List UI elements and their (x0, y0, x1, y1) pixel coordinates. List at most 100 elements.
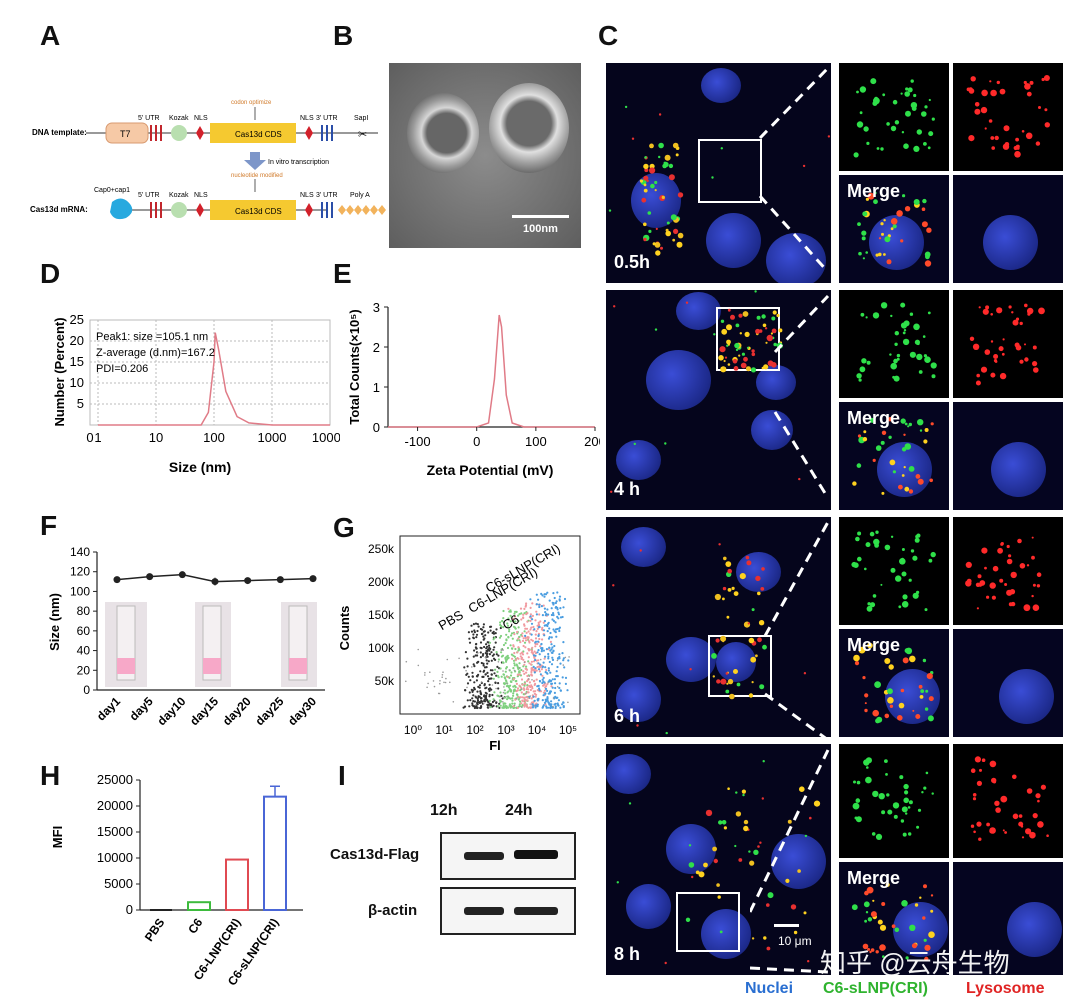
punctum (924, 105, 928, 109)
punctum (751, 681, 754, 684)
punctum (916, 341, 920, 346)
x-tick-label: 10² (466, 723, 483, 737)
punctum (978, 837, 982, 841)
scatter-point (499, 626, 502, 630)
scatter-point (534, 690, 537, 693)
scatter-point (511, 657, 514, 660)
scatter-point (513, 651, 516, 655)
peak-annotation: Peak1: size =105.1 nm (96, 331, 208, 343)
punctum (755, 328, 761, 334)
punctum (990, 136, 995, 140)
scatter-point (536, 651, 539, 654)
punctum (862, 943, 869, 949)
time-label-6h: 6 h (614, 706, 641, 726)
scatter-point (467, 631, 470, 634)
merge-label: Merge (847, 408, 901, 428)
punctum (1029, 80, 1034, 85)
punctum (861, 358, 867, 364)
scatter-point (543, 619, 546, 623)
punctum (743, 825, 749, 832)
data-point (309, 575, 317, 583)
punctum (870, 910, 877, 917)
punctum (872, 899, 875, 902)
punctum (900, 819, 905, 823)
punctum (1032, 832, 1036, 836)
punctum (879, 924, 887, 931)
punctum (908, 466, 915, 472)
punctum (900, 418, 906, 424)
scatter-point (517, 696, 520, 699)
punctum (893, 814, 898, 819)
scatter-point (541, 674, 544, 677)
punctum (910, 102, 918, 109)
punctum (863, 759, 870, 766)
merge-label: Merge (847, 181, 901, 201)
codon-label: codon optimize (231, 100, 272, 106)
punctum (986, 595, 990, 599)
punctum (649, 163, 655, 169)
punctum (1037, 821, 1044, 828)
scatter-point (528, 675, 531, 677)
scatter-point (531, 602, 534, 605)
punctum (891, 923, 896, 928)
scatter-point (559, 706, 562, 709)
scatter-point (503, 676, 506, 679)
punctum (610, 490, 613, 493)
scatter-point (511, 702, 514, 705)
scatter-point (542, 621, 545, 624)
punctum (889, 459, 896, 466)
punctum (753, 849, 759, 855)
scatter-point (486, 641, 489, 644)
scatter-point (472, 663, 475, 666)
punctum (862, 257, 865, 260)
scatter-point (515, 698, 518, 700)
scatter-point (543, 657, 546, 660)
punctum (931, 374, 936, 379)
scatter-point (500, 694, 503, 697)
scatter-point (502, 702, 505, 705)
scatter-point (538, 605, 541, 609)
scatter-point (463, 705, 467, 708)
scatter-point (471, 675, 474, 678)
zoom-blue-channel (953, 861, 1063, 975)
scatter-point (466, 657, 469, 660)
cds-label-mrna: Cas13d CDS (235, 207, 282, 216)
scatter-point (480, 647, 483, 650)
scatter-point (524, 627, 527, 630)
scatter-point (492, 632, 496, 635)
punctum (735, 348, 739, 352)
scatter-point (508, 676, 511, 679)
scatter-point (516, 673, 519, 676)
scatter-point (557, 611, 560, 614)
punctum (854, 661, 860, 666)
data-point (276, 576, 284, 584)
punctum (718, 543, 721, 546)
scatter-point (444, 681, 447, 684)
scatter-point (543, 701, 546, 704)
scatter-point (482, 653, 485, 656)
punctum (882, 954, 885, 958)
scatter-point (530, 670, 533, 674)
punctum (722, 586, 727, 591)
punctum (799, 786, 805, 792)
construct-diagram: DNA template: T7 5' UTR Kozak NLS Cas13d… (30, 100, 386, 220)
nucleus (991, 442, 1046, 497)
punctum (861, 230, 867, 236)
punctum (984, 127, 987, 130)
scatter-point (510, 634, 513, 637)
punctum (986, 822, 990, 827)
scatter-point (518, 705, 521, 708)
data-point (178, 571, 186, 579)
scatter-point (547, 655, 550, 658)
scatter-point (463, 666, 466, 669)
scatter-point (539, 663, 542, 666)
f-ylabel: Size (nm) (47, 593, 62, 651)
punctum (655, 227, 658, 230)
punctum (865, 197, 869, 201)
micro-scale-label: 10 μm (778, 934, 812, 948)
punctum (1036, 584, 1041, 588)
y-tick-label: 1 (373, 380, 380, 395)
nucleus (893, 901, 948, 957)
panel-label-e: E (333, 258, 352, 289)
scatter-point (523, 641, 527, 644)
